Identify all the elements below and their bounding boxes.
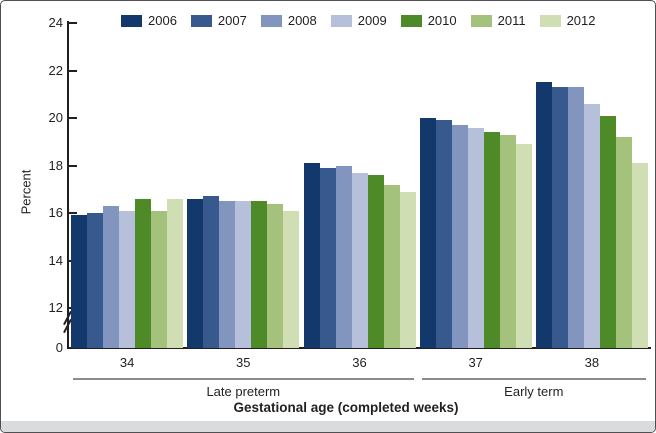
legend-label: 2009 (357, 13, 387, 28)
bar-2010-35 (251, 201, 268, 348)
legend-item-2008: 2008 (260, 13, 317, 28)
legend-swatch-2011 (470, 15, 492, 27)
legend-label: 2010 (427, 13, 457, 28)
bar-2006-36 (303, 163, 320, 348)
legend-swatch-2008 (260, 15, 282, 27)
bar-2010-38 (599, 115, 616, 348)
bar-2007-36 (319, 167, 336, 348)
category-span-line (421, 378, 646, 380)
y-tick-label: 22 (48, 62, 63, 78)
legend-label: 2011 (497, 13, 526, 28)
category-span-line (73, 378, 414, 380)
bar-2009-37 (467, 127, 484, 348)
bar-2012-37 (515, 144, 532, 348)
legend-swatch-2006 (121, 15, 142, 27)
legend-label: 2012 (566, 13, 596, 28)
legend-swatch-2010 (400, 15, 422, 27)
y-axis (67, 21, 69, 349)
x-category-label: 34 (119, 355, 135, 370)
bar-2011-37 (499, 134, 516, 348)
legend-item-2010: 2010 (400, 13, 457, 28)
x-category-label: 37 (468, 355, 483, 370)
legend-swatch-2007 (190, 15, 212, 27)
y-tick (69, 22, 77, 24)
bar-2008-36 (335, 165, 352, 348)
x-axis-title: Gestational age (completed weeks) (233, 400, 459, 415)
x-category-label: 38 (584, 355, 600, 370)
bar-2006-34 (71, 215, 88, 348)
legend-swatch-2012 (539, 15, 561, 27)
bar-2011-36 (383, 184, 400, 348)
bar-2011-35 (267, 203, 284, 348)
y-tick-label: 16 (48, 205, 63, 220)
legend-swatch-2009 (330, 15, 352, 27)
bottom-strip (1, 421, 655, 432)
bar-2008-34 (103, 205, 120, 348)
y-tick-label: 14 (48, 252, 63, 268)
legend-item-2012: 2012 (539, 13, 596, 28)
x-axis (67, 347, 651, 349)
bar-2010-34 (135, 198, 152, 348)
bar-2006-38 (535, 82, 552, 348)
y-tick (69, 117, 77, 119)
bar-2010-36 (367, 175, 384, 348)
bar-2012-35 (283, 210, 300, 348)
bar-2012-34 (167, 198, 184, 348)
y-tick (69, 164, 77, 167)
legend-item-2011: 2011 (470, 13, 526, 28)
y-tick (69, 212, 77, 214)
bar-2008-38 (567, 87, 584, 348)
y-tick (69, 69, 77, 72)
y-tick-label: 20 (48, 110, 63, 125)
bar-2008-35 (219, 201, 236, 348)
legend: 2006 2007 2008 2009 2010 2011 2012 (121, 14, 596, 28)
bar-2011-34 (151, 210, 168, 348)
bar-2006-35 (187, 198, 204, 348)
legend-label: 2007 (217, 13, 247, 28)
bar-2012-36 (399, 191, 416, 348)
bar-2010-37 (483, 132, 500, 348)
bar-2009-35 (235, 201, 252, 348)
legend-label: 2006 (148, 13, 177, 28)
bar-2007-35 (203, 196, 220, 348)
y-tick-label: 0 (55, 340, 63, 355)
y-tick-label: 18 (48, 157, 63, 173)
y-tick-label: 24 (48, 15, 63, 30)
bar-2011-38 (615, 137, 632, 348)
y-tick-label: 12 (48, 300, 63, 315)
bar-2008-37 (451, 125, 468, 348)
bar-2006-37 (419, 118, 436, 348)
bar-2009-34 (119, 210, 136, 348)
bar-2007-34 (87, 213, 104, 348)
bar-2009-38 (583, 103, 600, 348)
legend-item-2006: 2006 (121, 14, 177, 28)
bar-2009-36 (351, 172, 368, 348)
x-category-label: 36 (352, 355, 367, 370)
category-span-label: Late preterm (206, 384, 281, 399)
legend-item-2007: 2007 (190, 13, 247, 28)
x-category-label: 35 (236, 355, 251, 370)
legend-label: 2008 (287, 13, 317, 28)
legend-item-2009: 2009 (330, 13, 387, 28)
bar-2007-37 (435, 120, 452, 348)
bar-2007-38 (551, 87, 568, 348)
category-span-label: Early term (504, 384, 564, 399)
bar-2012-38 (631, 163, 648, 348)
